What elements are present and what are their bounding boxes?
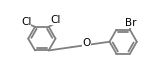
Text: O: O xyxy=(82,38,90,48)
Text: Br: Br xyxy=(125,18,137,28)
Text: Cl: Cl xyxy=(50,15,60,25)
Text: Cl: Cl xyxy=(21,17,31,27)
